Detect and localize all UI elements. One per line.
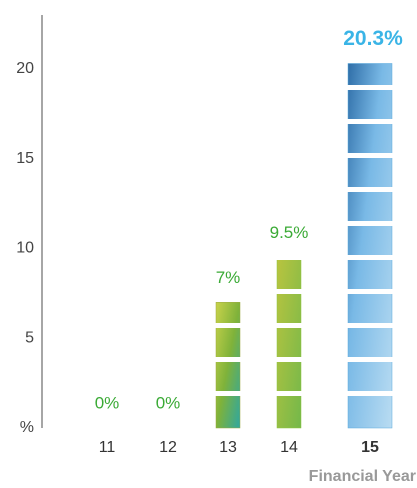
bar-gap — [347, 289, 393, 294]
bar-gap — [347, 187, 393, 192]
bar-gap — [347, 391, 393, 396]
bar-gap — [215, 391, 241, 396]
x-axis-label: Financial Year — [309, 468, 416, 485]
value-label: 0% — [95, 393, 120, 412]
bar-gap — [276, 357, 302, 362]
bar-gap — [347, 153, 393, 158]
x-tick-label: 12 — [159, 439, 177, 456]
bar-gap — [347, 323, 393, 328]
value-label: 0% — [156, 393, 181, 412]
bar — [347, 63, 393, 429]
y-tick-label: 20 — [16, 60, 34, 77]
bar-gap — [347, 221, 393, 226]
bar-gap — [215, 323, 241, 328]
value-label: 7% — [216, 268, 241, 287]
bar-gap — [276, 323, 302, 328]
x-tick-label: 11 — [99, 439, 116, 456]
bar-gap — [276, 391, 302, 396]
bar-gap — [215, 357, 241, 362]
x-tick-label: 14 — [280, 439, 298, 456]
y-tick-label: 15 — [16, 150, 34, 167]
bar — [215, 302, 241, 429]
x-tick-label: 13 — [219, 439, 237, 456]
bar-gap — [347, 119, 393, 124]
bar — [276, 257, 302, 429]
value-label: 9.5% — [270, 223, 309, 242]
bar-gap — [276, 289, 302, 294]
bar-gap — [347, 357, 393, 362]
y-tick-label: 10 — [16, 240, 34, 257]
x-tick-label: 15 — [361, 439, 379, 456]
y-tick-label: 5 — [25, 329, 34, 346]
bar-gap — [347, 255, 393, 260]
y-tick-label: % — [20, 419, 34, 436]
bar-gap — [347, 85, 393, 90]
bar-gap — [276, 255, 302, 260]
value-label: 20.3% — [343, 27, 403, 50]
